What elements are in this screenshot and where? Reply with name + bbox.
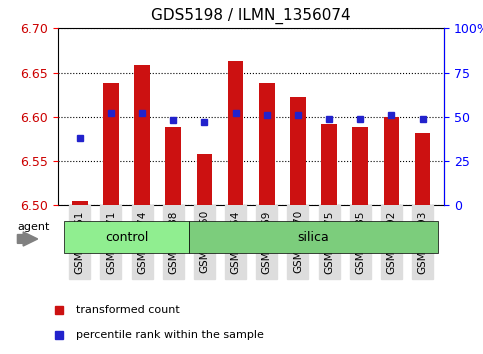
Bar xyxy=(72,201,87,205)
Bar xyxy=(290,97,306,205)
Bar xyxy=(228,61,243,205)
Text: silica: silica xyxy=(298,231,329,244)
Text: agent: agent xyxy=(17,222,50,232)
Bar xyxy=(259,83,274,205)
Bar xyxy=(321,124,337,205)
FancyArrow shape xyxy=(17,232,38,246)
Bar xyxy=(103,83,119,205)
FancyBboxPatch shape xyxy=(189,221,438,253)
Title: GDS5198 / ILMN_1356074: GDS5198 / ILMN_1356074 xyxy=(151,8,351,24)
Text: control: control xyxy=(105,231,148,244)
Bar xyxy=(415,133,430,205)
Bar xyxy=(197,154,212,205)
Text: percentile rank within the sample: percentile rank within the sample xyxy=(76,330,264,339)
Bar xyxy=(384,117,399,205)
Bar xyxy=(134,65,150,205)
FancyBboxPatch shape xyxy=(64,221,189,253)
Text: transformed count: transformed count xyxy=(76,305,180,315)
Bar xyxy=(166,127,181,205)
Bar xyxy=(353,127,368,205)
